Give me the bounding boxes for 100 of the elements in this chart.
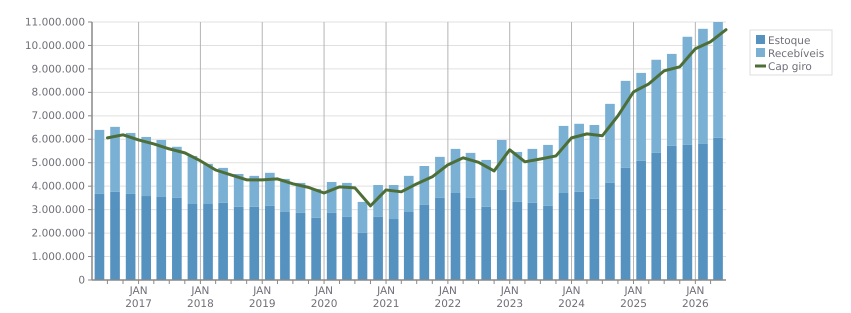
y-tick-label: 9.000.000 bbox=[32, 63, 85, 76]
bar bbox=[466, 198, 476, 280]
bar bbox=[94, 194, 104, 280]
bar bbox=[420, 166, 430, 205]
bar bbox=[203, 164, 213, 204]
bar bbox=[682, 36, 692, 145]
y-tick-label: 10.000.000 bbox=[24, 40, 85, 52]
bar bbox=[234, 174, 244, 207]
bar bbox=[141, 136, 152, 196]
bar bbox=[265, 206, 275, 280]
bar bbox=[636, 72, 646, 161]
bar bbox=[574, 192, 584, 280]
x-tick-label: JAN 2025 bbox=[620, 285, 647, 310]
bar bbox=[358, 202, 368, 233]
bar bbox=[558, 126, 568, 193]
x-tick-label: JAN 2017 bbox=[125, 285, 152, 310]
y-tick-label: 5.000.000 bbox=[32, 157, 85, 170]
x-tick-label: JAN 2019 bbox=[248, 285, 276, 310]
bar bbox=[666, 146, 677, 280]
bar bbox=[512, 202, 522, 280]
bar bbox=[496, 190, 507, 280]
y-tick-label: 4.000.000 bbox=[32, 180, 85, 193]
bar bbox=[110, 192, 120, 280]
bar bbox=[651, 60, 662, 153]
bar bbox=[326, 212, 336, 280]
bar bbox=[388, 185, 398, 220]
bar bbox=[636, 160, 646, 280]
bar bbox=[682, 144, 692, 280]
bar bbox=[543, 144, 553, 206]
bar bbox=[481, 206, 491, 280]
y-tick-label: 8.000.000 bbox=[32, 86, 85, 99]
bar bbox=[620, 168, 630, 280]
bar bbox=[188, 156, 198, 204]
bar bbox=[218, 202, 228, 280]
y-tick-label: 2.000.000 bbox=[32, 227, 85, 240]
bar bbox=[713, 22, 723, 138]
bar bbox=[450, 192, 460, 280]
bar bbox=[342, 216, 352, 280]
bar bbox=[342, 182, 352, 217]
bar bbox=[435, 198, 445, 280]
bar bbox=[651, 152, 662, 280]
bar bbox=[466, 152, 476, 198]
legend-label: Recebíveis bbox=[768, 48, 824, 60]
bar bbox=[481, 160, 491, 207]
bar bbox=[156, 196, 166, 280]
bar bbox=[126, 194, 136, 280]
bar bbox=[280, 212, 290, 280]
x-tick-label: JAN 2018 bbox=[187, 285, 214, 310]
bar bbox=[388, 219, 398, 280]
bar bbox=[188, 204, 198, 280]
bar bbox=[620, 80, 630, 168]
bar bbox=[698, 28, 708, 144]
x-tick-label: JAN 2023 bbox=[496, 285, 524, 310]
x-tick-label: JAN 2022 bbox=[434, 285, 462, 310]
x-tick-label: JAN 2020 bbox=[310, 285, 338, 310]
y-tick-label: 6.000.000 bbox=[32, 134, 85, 146]
bar bbox=[528, 202, 538, 280]
bar bbox=[590, 124, 600, 199]
bar bbox=[605, 182, 615, 280]
bar bbox=[156, 140, 166, 197]
bar bbox=[574, 124, 584, 192]
legend-label: Cap giro bbox=[768, 61, 812, 73]
bar bbox=[218, 168, 228, 203]
line-series bbox=[106, 28, 728, 208]
bar bbox=[605, 104, 615, 183]
y-tick-label: 3.000.000 bbox=[32, 204, 85, 216]
bar bbox=[110, 126, 120, 192]
bar bbox=[450, 148, 460, 193]
y-tick-label: 7.000.000 bbox=[32, 110, 85, 122]
bar bbox=[311, 218, 321, 280]
bar bbox=[528, 148, 538, 203]
bar bbox=[358, 232, 368, 280]
x-tick-label: JAN 2021 bbox=[372, 285, 400, 310]
y-tick-label: 11.000.000 bbox=[24, 16, 85, 28]
y-tick-label: 1.000.000 bbox=[32, 250, 85, 263]
bar bbox=[234, 206, 244, 280]
bar bbox=[420, 204, 430, 280]
bar bbox=[203, 204, 213, 280]
bar bbox=[126, 132, 136, 194]
bar bbox=[512, 152, 522, 202]
bar bbox=[280, 178, 290, 212]
x-tick-label: JAN 2024 bbox=[558, 285, 586, 310]
bar bbox=[666, 54, 677, 146]
bar bbox=[698, 144, 708, 280]
bar bbox=[296, 212, 306, 280]
y-tick-label: 0 bbox=[78, 274, 85, 286]
legend-label: Estoque bbox=[768, 35, 810, 47]
bar bbox=[404, 212, 414, 280]
bar bbox=[172, 146, 182, 198]
x-tick-label: JAN 2026 bbox=[682, 285, 710, 310]
bar bbox=[249, 206, 260, 280]
bar bbox=[713, 138, 723, 280]
bar bbox=[590, 198, 600, 280]
bar bbox=[373, 216, 383, 280]
bar bbox=[141, 196, 152, 280]
bar bbox=[558, 192, 568, 280]
bar bbox=[172, 198, 182, 280]
bar bbox=[311, 188, 321, 218]
bar bbox=[543, 206, 553, 280]
bar bbox=[94, 130, 104, 194]
